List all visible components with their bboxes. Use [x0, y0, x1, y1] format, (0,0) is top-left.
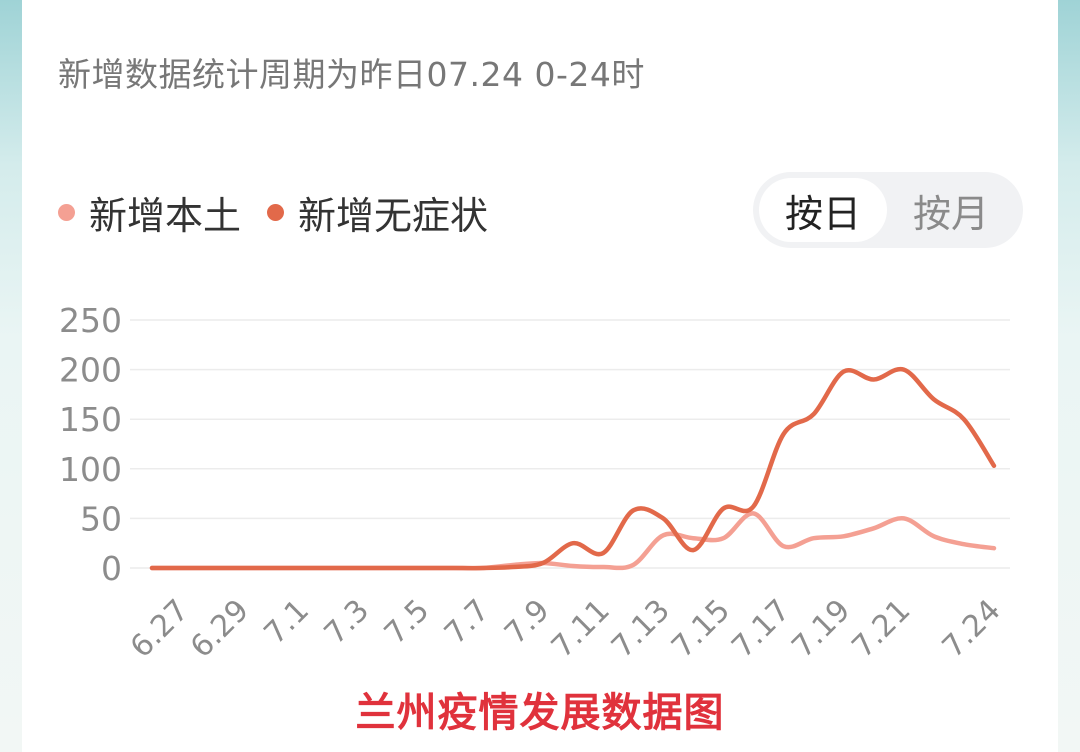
x-tick-label-7-11: 7.11 — [545, 593, 617, 665]
y-tick-label-250: 250 — [59, 301, 122, 340]
y-tick-label-150: 150 — [59, 400, 122, 439]
x-tick-label-6-29: 6.29 — [184, 593, 256, 665]
x-tick-label-7-19: 7.19 — [785, 593, 857, 665]
x-tick-label-7-7: 7.7 — [438, 593, 496, 651]
chart-legend: 新增本土 新增无症状 — [58, 188, 514, 238]
y-tick-label-200: 200 — [59, 351, 122, 390]
legend-item-local[interactable]: 新增本土 — [58, 185, 241, 240]
x-tick-label-7-3: 7.3 — [318, 593, 376, 651]
toggle-by-day-button[interactable]: 按日 — [759, 178, 887, 242]
y-tick-label-100: 100 — [59, 450, 122, 489]
series-line-asymptomatic — [149, 366, 997, 571]
x-tick-label-7-24: 7.24 — [936, 593, 1008, 665]
chart-title: 兰州疫情发展数据图 — [355, 690, 725, 736]
period-toggle: 按日 按月 — [753, 172, 1023, 248]
legend-label-local: 新增本土 — [89, 193, 242, 238]
legend-dot-local — [58, 203, 75, 221]
legend-label-asymptomatic: 新增无症状 — [298, 193, 489, 238]
x-tick-label-7-1: 7.1 — [258, 593, 316, 651]
y-tick-label-0: 0 — [101, 549, 122, 588]
x-tick-label-7-15: 7.15 — [665, 593, 737, 665]
y-tick-label-50: 50 — [80, 499, 122, 538]
chart-card: 新增数据统计周期为昨日07.24 0-24时 新增本土 新增无症状 按日 按月 … — [22, 0, 1058, 752]
stats-period-note: 新增数据统计周期为昨日07.24 0-24时 — [58, 55, 645, 94]
x-tick-label-7-21: 7.21 — [845, 593, 917, 665]
x-tick-label-7-13: 7.13 — [605, 593, 677, 665]
series-line-local — [149, 511, 997, 571]
toggle-by-month-button[interactable]: 按月 — [912, 191, 989, 236]
legend-dot-asymptomatic — [267, 203, 285, 221]
x-tick-label-7-5: 7.5 — [378, 593, 436, 651]
legend-item-asymptomatic[interactable]: 新增无症状 — [267, 185, 488, 240]
x-tick-label-7-17: 7.17 — [725, 593, 797, 665]
x-tick-label-6-27: 6.27 — [124, 593, 196, 665]
